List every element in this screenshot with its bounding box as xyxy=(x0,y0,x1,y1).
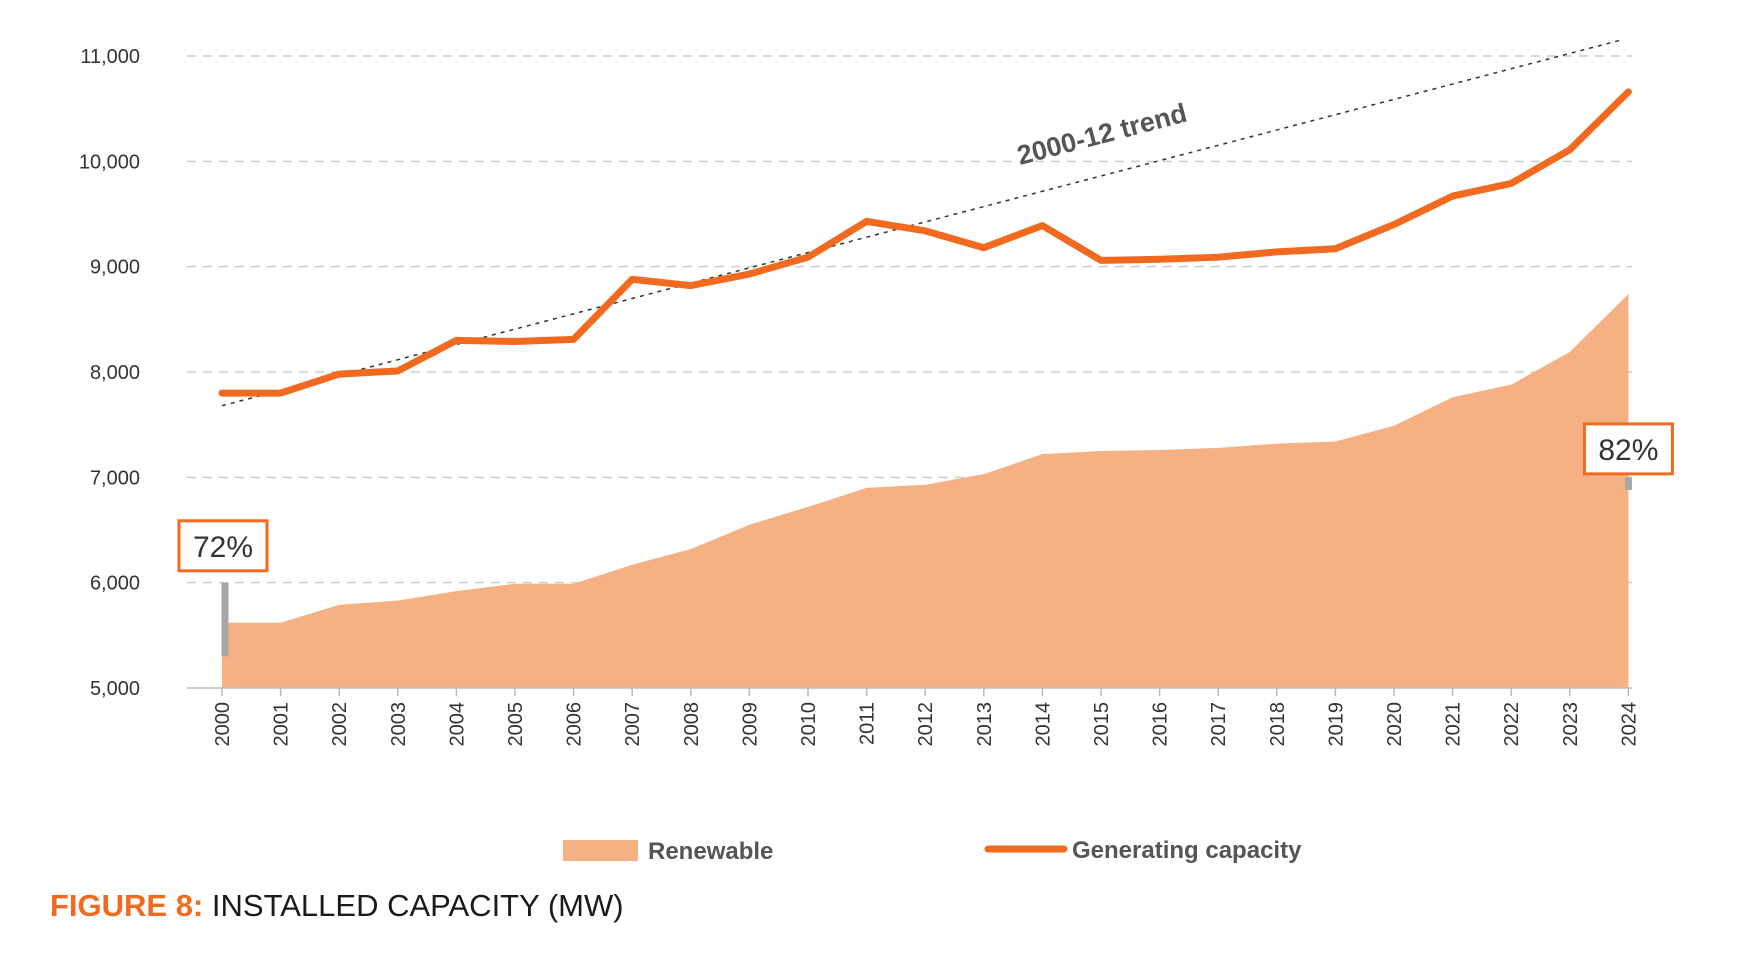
x-tick-label: 2024 xyxy=(1618,702,1640,747)
figure-title: INSTALLED CAPACITY (MW) xyxy=(211,888,624,923)
callout-label: 82% xyxy=(1598,434,1658,467)
x-tick-label: 2009 xyxy=(739,702,761,747)
y-axis-tick-labels: 5,000 6,000 7,000 8,000 9,000 10,000 11,000 xyxy=(79,46,140,700)
legend-label-generating-capacity: Generating capacity xyxy=(1072,837,1302,864)
y-tick-label: 6,000 xyxy=(90,573,140,595)
legend-label-renewable: Renewable xyxy=(648,838,773,865)
generating-capacity-layer xyxy=(218,88,1632,397)
x-tick-label: 2014 xyxy=(1032,702,1054,747)
y-tick-label: 7,000 xyxy=(90,467,140,489)
legend-swatch-renewable xyxy=(563,840,638,861)
y-tick-label: 10,000 xyxy=(79,151,140,173)
x-tick-label: 2022 xyxy=(1501,702,1523,747)
y-tick-label: 8,000 xyxy=(90,362,140,384)
y-tick-label: 11,000 xyxy=(80,46,140,68)
x-tick-label: 2011 xyxy=(857,702,879,745)
x-tick-label: 2016 xyxy=(1150,702,1172,747)
x-axis-tick-labels: 2000 2001 2002 2003 2004 2005 2006 2007 2008 2009… xyxy=(212,702,1640,747)
x-tick-label: 2017 xyxy=(1208,702,1230,747)
renewable-area xyxy=(222,294,1629,688)
trend-line xyxy=(221,39,1621,407)
x-axis xyxy=(187,687,1632,696)
legend: Renewable Generating capacity xyxy=(563,837,1302,865)
x-tick-label: 2015 xyxy=(1091,702,1113,747)
x-tick-label: 2006 xyxy=(564,702,586,747)
x-tick-label: 2020 xyxy=(1384,702,1406,747)
x-tick-label: 2019 xyxy=(1325,702,1347,747)
x-tick-label: 2007 xyxy=(622,702,644,747)
x-tick-label: 2018 xyxy=(1267,702,1289,747)
renewable-area-layer xyxy=(222,294,1629,688)
callout-box xyxy=(177,519,269,573)
annotations: 72% 82% xyxy=(177,422,1674,657)
x-tick-label: 2008 xyxy=(681,702,703,747)
x-tick-label: 2013 xyxy=(974,702,996,747)
x-tick-label: 2004 xyxy=(446,702,468,747)
figure-caption: FIGURE 8: INSTALLED CAPACITY (MW) xyxy=(50,888,624,924)
x-tick-label: 2000 xyxy=(212,702,234,747)
x-tick-label: 2021 xyxy=(1443,702,1465,747)
x-tick-label: 2023 xyxy=(1560,702,1582,747)
x-tick-label: 2001 xyxy=(271,702,293,747)
x-tick-label: 2002 xyxy=(329,702,351,747)
callout-box xyxy=(1582,422,1674,476)
x-tick-label: 2012 xyxy=(915,702,937,747)
x-tick-label: 2003 xyxy=(388,702,410,747)
figure-number: FIGURE 8: xyxy=(50,888,204,923)
generating-capacity-line xyxy=(218,88,1632,397)
x-tick-label: 2010 xyxy=(798,702,820,747)
y-tick-label: 5,000 xyxy=(90,678,140,700)
y-tick-label: 9,000 xyxy=(90,257,140,279)
callout-label: 72% xyxy=(193,531,253,564)
x-tick-label: 2005 xyxy=(505,702,527,747)
